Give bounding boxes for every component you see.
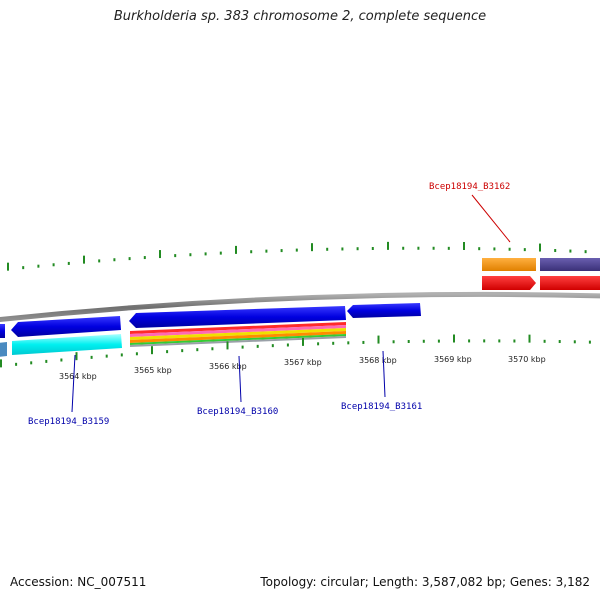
gene-label[interactable]: Bcep18194_B3160 xyxy=(197,407,278,417)
gene-callout: Bcep18194_B3160 xyxy=(197,355,278,417)
reverse-cds-arrow xyxy=(12,334,122,355)
scale-label: 3565 kbp xyxy=(134,366,172,375)
forward-cds-arrow xyxy=(0,324,5,338)
forward-cds-arrow xyxy=(11,316,121,337)
red-feature-arrow xyxy=(540,276,600,290)
scale-label: 3567 kbp xyxy=(284,358,322,367)
purple-feature xyxy=(540,258,600,271)
map-title: Burkholderia sp. 383 chromosome 2, compl… xyxy=(113,9,487,24)
accession-label: Accession: NC_007511 xyxy=(10,575,147,589)
gene-callout: Bcep18194_B3159 xyxy=(28,354,109,427)
gene-label[interactable]: Bcep18194_B3162 xyxy=(429,182,510,192)
top-tick-track xyxy=(6,241,587,271)
reverse-cds-arrow xyxy=(0,342,7,357)
red-feature-arrow xyxy=(482,276,536,290)
chromosome-backbone xyxy=(0,291,600,323)
scale-label: 3569 kbp xyxy=(434,355,472,364)
gene-callout: Bcep18194_B3161 xyxy=(341,350,422,412)
scale-label: 3564 kbp xyxy=(59,372,97,381)
multicolor-feature-band xyxy=(130,322,346,347)
orange-feature xyxy=(482,258,536,271)
topology-label: Topology: circular; Length: 3,587,082 bp… xyxy=(260,575,590,589)
bottom-tick-track xyxy=(0,334,591,368)
forward-cds-arrow xyxy=(347,303,421,318)
scale-label: 3568 kbp xyxy=(359,356,397,365)
forward-cds-arrow xyxy=(129,306,346,328)
gene-callout: Bcep18194_B3162 xyxy=(429,182,511,243)
gene-label[interactable]: Bcep18194_B3159 xyxy=(28,417,109,427)
gene-label[interactable]: Bcep18194_B3161 xyxy=(341,402,422,412)
scale-label: 3566 kbp xyxy=(209,362,247,371)
scale-labels: 3564 kbp 3565 kbp 3566 kbp 3567 kbp 3568… xyxy=(59,355,546,381)
scale-label: 3570 kbp xyxy=(508,355,546,364)
